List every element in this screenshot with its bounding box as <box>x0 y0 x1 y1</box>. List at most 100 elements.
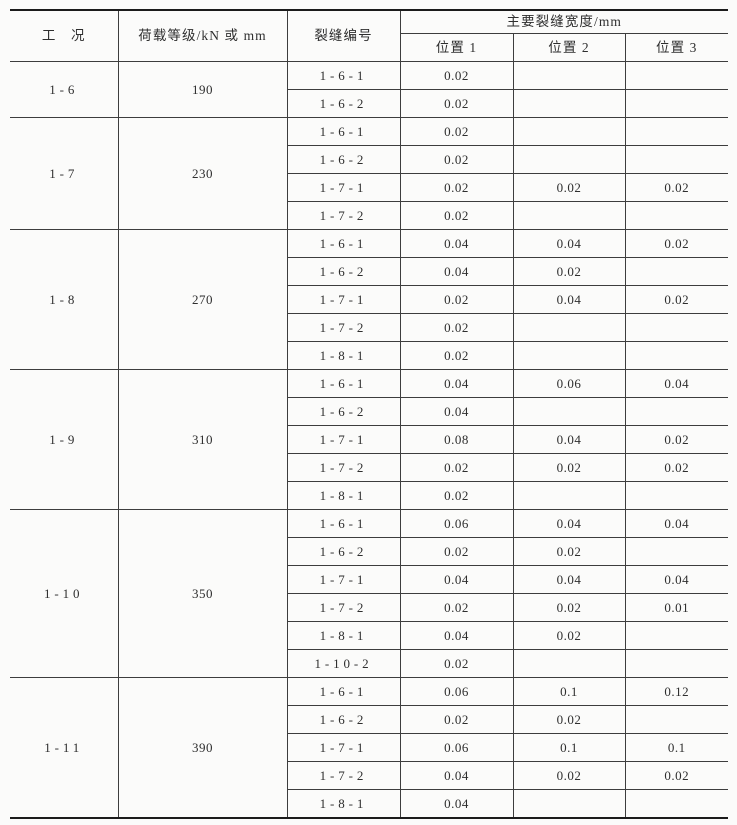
table-row: 1-10 350 1-6-1 0.06 0.04 0.04 <box>10 509 729 678</box>
width-position2-cell: 0.04 <box>512 229 626 258</box>
width-position2-cell: 0.02 <box>512 621 626 650</box>
condition-cell: 1-8 <box>10 229 119 370</box>
width-position2-cell: 0.02 <box>512 257 626 286</box>
table-row: 1-7-1 0.08 0.04 0.02 <box>10 425 729 454</box>
width-position1-cell: 0.02 <box>399 481 514 510</box>
width-position2-cell: 0.02 <box>512 705 626 734</box>
table-row: 1-6 190 1-6-1 0.02 <box>10 61 729 118</box>
width-position3-cell: 0.01 <box>624 593 729 622</box>
width-position1-cell: 0.02 <box>399 201 514 230</box>
width-position3-cell: 0.04 <box>624 369 729 398</box>
table-row: 1-6-2 0.02 0.02 <box>10 537 729 566</box>
width-position1-cell: 0.02 <box>399 705 514 734</box>
crack-id-cell: 1-7-2 <box>286 453 401 482</box>
table-header: 工 况 荷载等级/kN 或 mm 裂缝编号 主要裂缝宽度/mm 位置 1 位置 … <box>10 10 729 62</box>
width-position3-cell: 0.12 <box>624 677 729 706</box>
width-position1-cell: 0.06 <box>399 509 514 538</box>
width-position1-cell: 0.06 <box>399 677 514 706</box>
table-row: 1-7-1 0.06 0.1 0.1 <box>10 733 729 762</box>
width-position3-cell <box>624 621 729 650</box>
condition-cell: 1-6 <box>10 61 119 118</box>
width-position1-cell: 0.04 <box>399 369 514 398</box>
crack-id-cell: 1-6-2 <box>286 89 401 118</box>
load-cell: 350 <box>117 509 288 678</box>
width-position2-cell: 0.1 <box>512 677 626 706</box>
crack-id-cell: 1-8-1 <box>286 341 401 370</box>
load-cell: 230 <box>117 117 288 230</box>
width-position3-cell <box>624 313 729 342</box>
width-position3-cell: 0.02 <box>624 173 729 202</box>
width-position3-cell: 0.04 <box>624 509 729 538</box>
table-row: 1-11 390 1-6-1 0.06 0.1 0.12 <box>10 677 729 819</box>
width-position1-cell: 0.02 <box>399 61 514 90</box>
width-position3-cell <box>624 61 729 90</box>
crack-id-cell: 1-7-1 <box>286 733 401 762</box>
width-position1-cell: 0.02 <box>399 117 514 146</box>
width-position1-cell: 0.04 <box>399 621 514 650</box>
width-position2-cell: 0.02 <box>512 453 626 482</box>
width-position3-cell: 0.04 <box>624 565 729 594</box>
crack-id-cell: 1-6-2 <box>286 257 401 286</box>
width-position1-cell: 0.04 <box>399 397 514 426</box>
load-cell: 270 <box>117 229 288 370</box>
width-position3-cell <box>624 89 729 118</box>
width-position3-cell: 0.02 <box>624 425 729 454</box>
width-position1-cell: 0.08 <box>399 425 514 454</box>
crack-id-cell: 1-7-1 <box>286 285 401 314</box>
crack-id-cell: 1-6-2 <box>286 705 401 734</box>
width-position3-cell: 0.02 <box>624 285 729 314</box>
width-position1-cell: 0.06 <box>399 733 514 762</box>
width-position1-cell: 0.02 <box>399 285 514 314</box>
table-row: 1-7-1 0.04 0.04 0.04 <box>10 565 729 594</box>
width-position1-cell: 0.02 <box>399 537 514 566</box>
width-position3-cell <box>624 705 729 734</box>
width-position2-cell: 0.1 <box>512 733 626 762</box>
crack-id-cell: 1-6-1 <box>286 229 401 258</box>
header-crack-id: 裂缝编号 <box>286 10 401 62</box>
width-position2-cell: 0.02 <box>512 537 626 566</box>
width-position2-cell <box>512 341 626 370</box>
width-position3-cell: 0.02 <box>624 761 729 790</box>
condition-cell: 1-11 <box>10 677 119 819</box>
width-position1-cell: 0.02 <box>399 173 514 202</box>
header-load-level: 荷载等级/kN 或 mm <box>117 10 288 62</box>
width-position1-cell: 0.02 <box>399 89 514 118</box>
crack-id-cell: 1-7-1 <box>286 565 401 594</box>
crack-id-cell: 1-7-2 <box>286 201 401 230</box>
crack-id-cell: 1-7-2 <box>286 761 401 790</box>
width-position2-cell: 0.04 <box>512 509 626 538</box>
crack-id-cell: 1-7-2 <box>286 313 401 342</box>
load-cell: 190 <box>117 61 288 118</box>
crack-id-cell: 1-7-1 <box>286 425 401 454</box>
width-position3-cell: 0.1 <box>624 733 729 762</box>
table-row: 1-8 270 1-6-1 0.04 0.04 0.02 <box>10 229 729 370</box>
width-position2-cell <box>512 201 626 230</box>
width-position3-cell <box>624 117 729 146</box>
width-position2-cell: 0.04 <box>512 285 626 314</box>
header-position-2: 位置 2 <box>512 33 626 62</box>
width-position3-cell <box>624 201 729 230</box>
header-position-1: 位置 1 <box>399 33 514 62</box>
width-position1-cell: 0.04 <box>399 761 514 790</box>
table-row: 1-10-2 0.02 <box>10 649 729 678</box>
table-row: 1-7-2 0.04 0.02 0.02 <box>10 761 729 790</box>
width-position2-cell: 0.04 <box>512 425 626 454</box>
width-position3-cell <box>624 341 729 370</box>
width-position3-cell <box>624 649 729 678</box>
crack-id-cell: 1-6-1 <box>286 61 401 90</box>
width-position3-cell <box>624 145 729 174</box>
crack-id-cell: 1-6-1 <box>286 369 401 398</box>
width-position2-cell <box>512 649 626 678</box>
width-position2-cell: 0.02 <box>512 173 626 202</box>
table-row: 1-8-1 0.04 <box>10 789 729 819</box>
crack-id-cell: 1-6-1 <box>286 117 401 146</box>
width-position1-cell: 0.02 <box>399 341 514 370</box>
table-row: 1-9 310 1-6-1 0.04 0.06 0.04 <box>10 369 729 510</box>
condition-cell: 1-10 <box>10 509 119 678</box>
load-cell: 310 <box>117 369 288 510</box>
width-position2-cell <box>512 313 626 342</box>
width-position1-cell: 0.04 <box>399 789 514 819</box>
table-row: 1-7-2 0.02 <box>10 313 729 342</box>
crack-id-cell: 1-8-1 <box>286 621 401 650</box>
width-position1-cell: 0.02 <box>399 649 514 678</box>
